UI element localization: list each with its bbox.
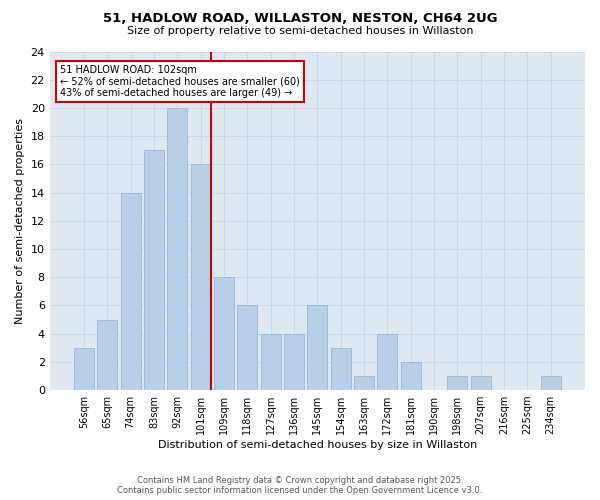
X-axis label: Distribution of semi-detached houses by size in Willaston: Distribution of semi-detached houses by …	[158, 440, 477, 450]
Bar	[284, 334, 304, 390]
Bar	[97, 320, 117, 390]
Bar	[74, 348, 94, 390]
Text: 51 HADLOW ROAD: 102sqm
← 52% of semi-detached houses are smaller (60)
43% of sem: 51 HADLOW ROAD: 102sqm ← 52% of semi-det…	[61, 65, 300, 98]
Bar	[471, 376, 491, 390]
Bar	[331, 348, 350, 390]
Bar	[214, 277, 234, 390]
Text: 51, HADLOW ROAD, WILLASTON, NESTON, CH64 2UG: 51, HADLOW ROAD, WILLASTON, NESTON, CH64…	[103, 12, 497, 26]
Bar	[167, 108, 187, 390]
Bar	[401, 362, 421, 390]
Bar	[307, 306, 327, 390]
Bar	[191, 164, 211, 390]
Bar	[121, 192, 140, 390]
Bar	[448, 376, 467, 390]
Bar	[541, 376, 560, 390]
Text: Contains HM Land Registry data © Crown copyright and database right 2025.
Contai: Contains HM Land Registry data © Crown c…	[118, 476, 482, 495]
Bar	[144, 150, 164, 390]
Text: Size of property relative to semi-detached houses in Willaston: Size of property relative to semi-detach…	[127, 26, 473, 36]
Bar	[261, 334, 281, 390]
Bar	[238, 306, 257, 390]
Bar	[354, 376, 374, 390]
Y-axis label: Number of semi-detached properties: Number of semi-detached properties	[15, 118, 25, 324]
Bar	[377, 334, 397, 390]
